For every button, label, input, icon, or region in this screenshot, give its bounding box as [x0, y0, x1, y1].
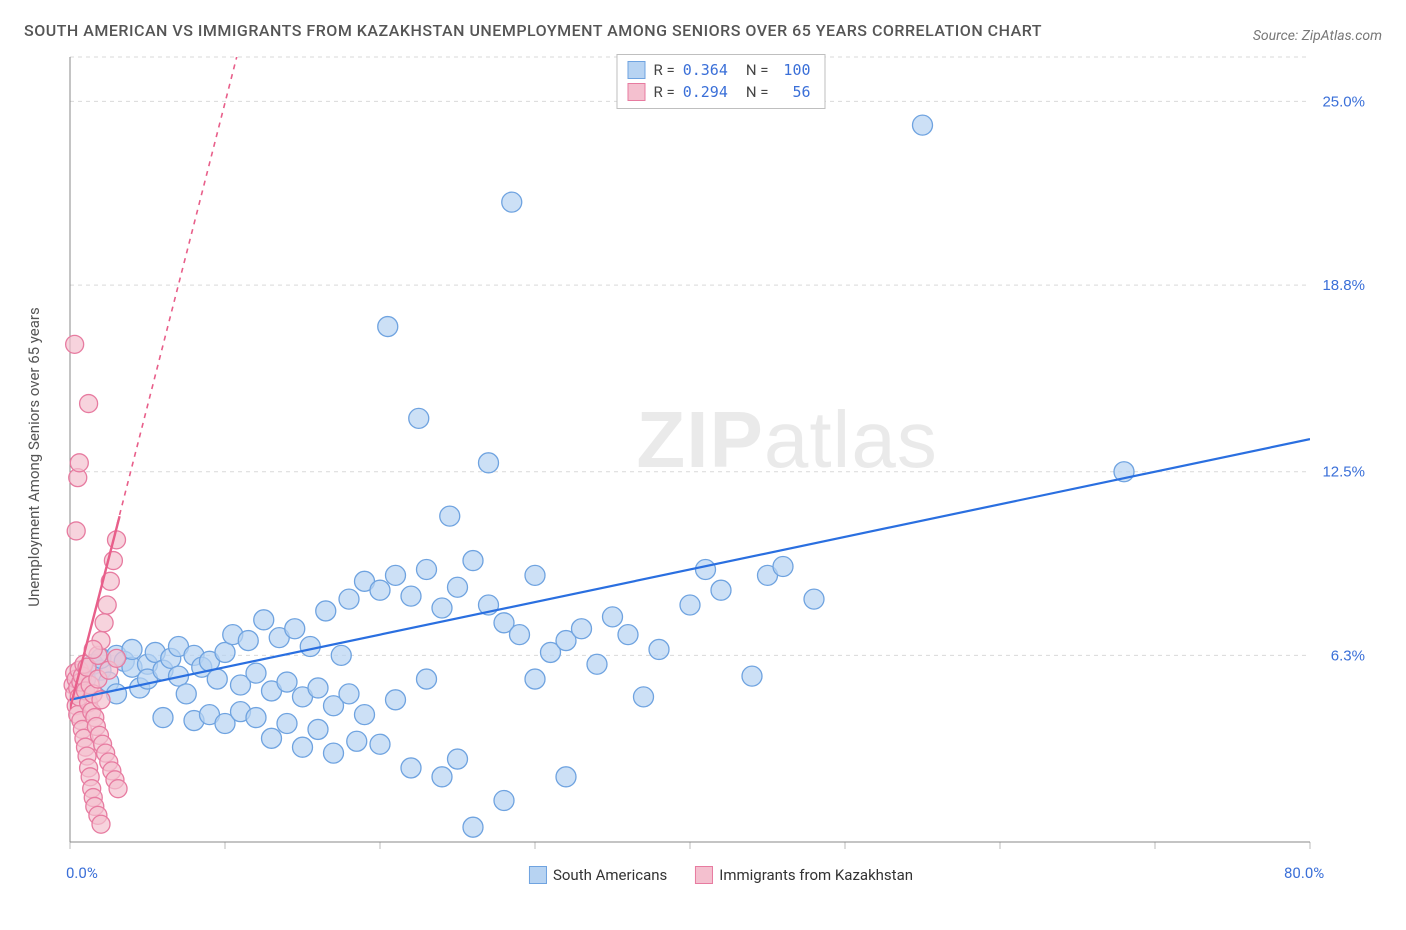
scatter-plot: 6.3% 12.5% 18.8% 25.0%	[60, 52, 1380, 862]
stats-n-value-1: 56	[777, 81, 811, 104]
swatch-series-0	[627, 61, 645, 79]
stats-legend: R = 0.364 N = 100 R = 0.294 N = 56	[616, 54, 825, 109]
stats-r-label: R =	[653, 59, 674, 82]
y-axis-title: Unemployment Among Seniors over 65 years	[25, 307, 43, 606]
x-axis-min-label: 0.0%	[66, 864, 98, 882]
x-axis-max-label: 80.0%	[1284, 864, 1324, 882]
source-attribution: Source: ZipAtlas.com	[1253, 28, 1382, 44]
svg-text:12.5%: 12.5%	[1322, 463, 1365, 480]
chart-container: Unemployment Among Seniors over 65 years…	[60, 52, 1382, 862]
stats-r-label: R =	[653, 81, 674, 104]
svg-text:25.0%: 25.0%	[1322, 93, 1365, 110]
chart-title: SOUTH AMERICAN VS IMMIGRANTS FROM KAZAKH…	[24, 18, 1042, 44]
series-legend: South Americans Immigrants from Kazakhst…	[529, 866, 913, 884]
legend-label-0: South Americans	[553, 866, 667, 884]
svg-text:6.3%: 6.3%	[1331, 647, 1365, 664]
stats-row-series-0: R = 0.364 N = 100	[627, 59, 810, 82]
stats-n-label: N =	[746, 59, 769, 82]
swatch-series-1	[695, 866, 713, 884]
stats-row-series-1: R = 0.294 N = 56	[627, 81, 810, 104]
swatch-series-0	[529, 866, 547, 884]
stats-n-label: N =	[746, 81, 769, 104]
legend-item-0: South Americans	[529, 866, 667, 884]
stats-n-value-0: 100	[777, 59, 811, 82]
legend-item-1: Immigrants from Kazakhstan	[695, 866, 913, 884]
svg-text:18.8%: 18.8%	[1322, 277, 1365, 294]
swatch-series-1	[627, 83, 645, 101]
legend-label-1: Immigrants from Kazakhstan	[719, 866, 913, 884]
chart-header: SOUTH AMERICAN VS IMMIGRANTS FROM KAZAKH…	[24, 18, 1382, 44]
stats-r-value-1: 0.294	[683, 81, 728, 104]
stats-r-value-0: 0.364	[683, 59, 728, 82]
